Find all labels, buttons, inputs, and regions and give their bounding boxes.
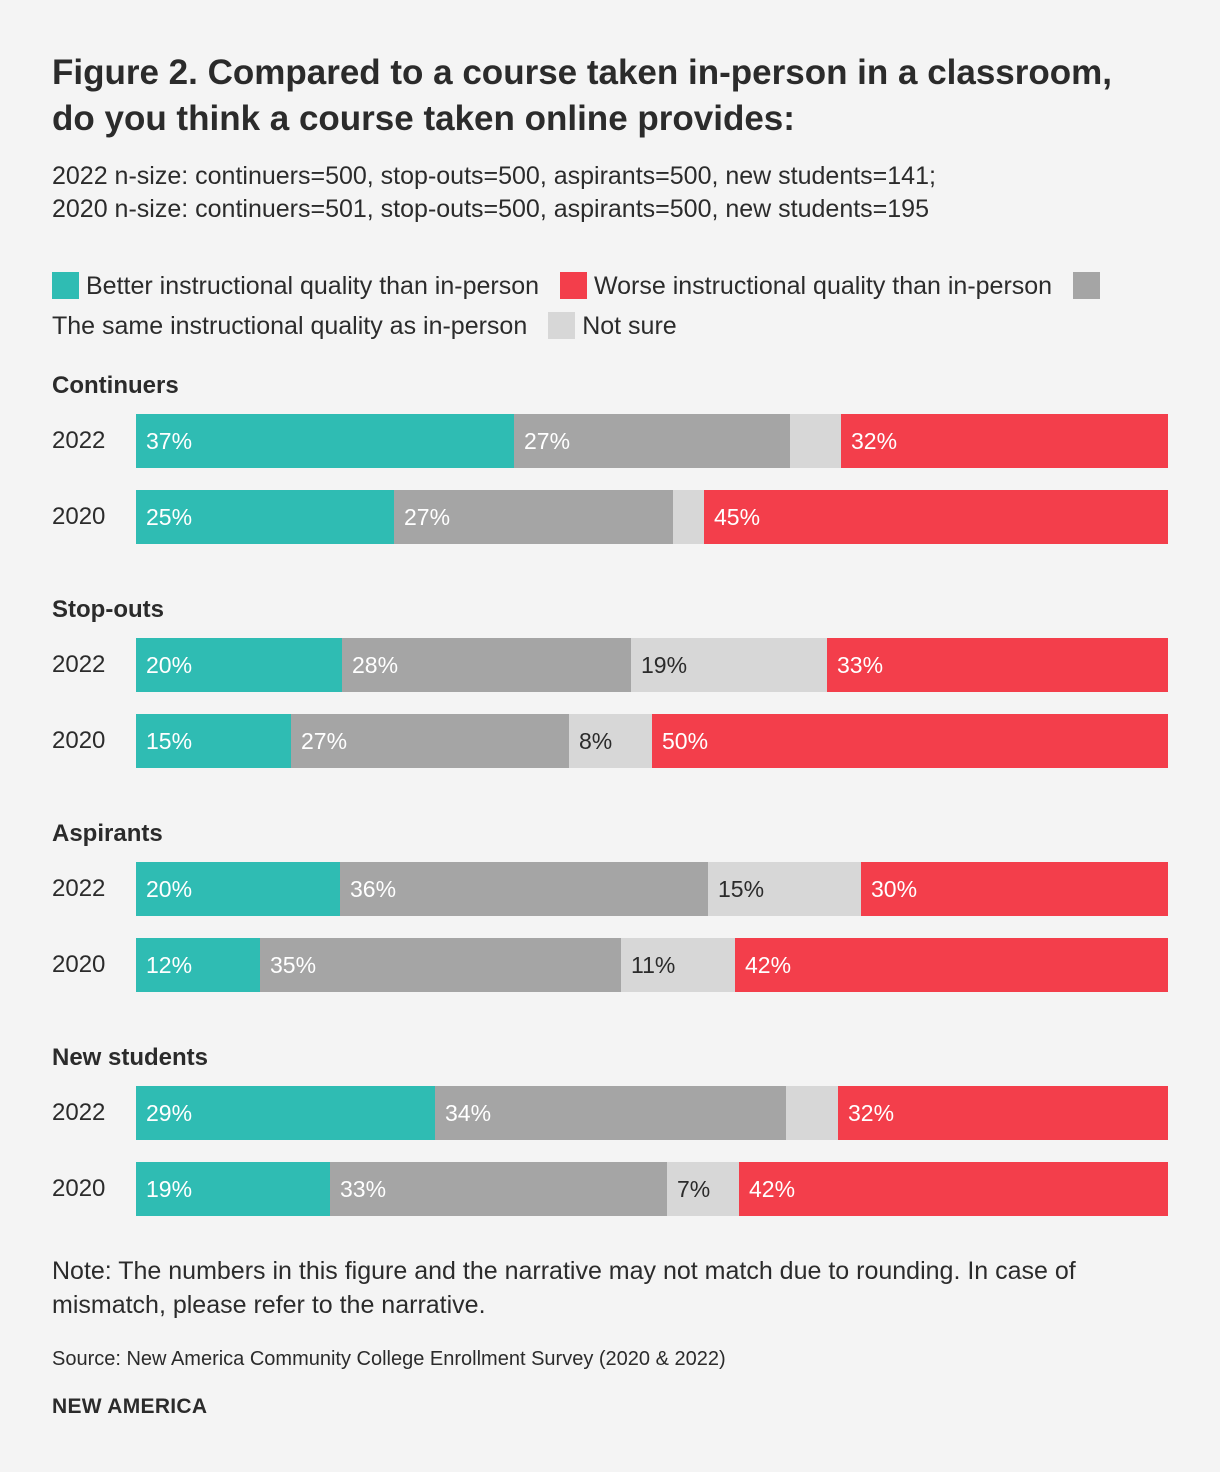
bar-segment-not-sure: 19% (631, 638, 827, 692)
legend-label-same: The same instructional quality as in-per… (52, 312, 528, 340)
bar-stop-outs-2022: 20% 28% 19% 33% (136, 638, 1168, 692)
year-label-stop-outs-2020: 2020 (52, 727, 106, 754)
legend-item-worse: Worse instructional quality than in-pers… (559, 272, 1053, 300)
bar-segment-not-sure (673, 490, 704, 544)
bar-segment-same: 28% (342, 638, 631, 692)
bar-segment-worse: 45% (704, 490, 1168, 544)
bar-segment-worse: 32% (838, 1086, 1168, 1140)
bar-new-students-2022: 29% 34% 32% (136, 1086, 1168, 1140)
bar-stop-outs-2020: 15% 27% 8% 50% (136, 714, 1168, 768)
bar-segment-same: 33% (330, 1162, 667, 1216)
legend-label-not-sure: Not sure (582, 312, 677, 340)
chart-subtitle: 2022 n-size: continuers=500, stop-outs=5… (52, 160, 1172, 226)
group-title-stop-outs: Stop-outs (52, 596, 164, 623)
bar-segment-better: 20% (136, 638, 342, 692)
year-label-continuers-2020: 2020 (52, 503, 106, 530)
subtitle-line-2022: 2022 n-size: continuers=500, stop-outs=5… (52, 162, 936, 190)
group-title-continuers: Continuers (52, 372, 179, 399)
bar-segment-not-sure: 7% (667, 1162, 739, 1216)
legend-item-same: The same instructional quality as in-per… (52, 272, 1107, 340)
bar-segment-not-sure (786, 1086, 838, 1140)
bar-segment-same: 35% (260, 938, 621, 992)
legend-swatch-worse (559, 272, 587, 299)
bar-segment-worse: 42% (739, 1162, 1168, 1216)
legend-item-better: Better instructional quality than in-per… (52, 272, 539, 300)
bar-segment-better: 37% (136, 414, 514, 468)
legend: Better instructional quality than in-per… (52, 266, 1142, 346)
bar-segment-same: 34% (435, 1086, 786, 1140)
bar-segment-better: 12% (136, 938, 260, 992)
bar-aspirants-2022: 20% 36% 15% 30% (136, 862, 1168, 916)
group-title-aspirants: Aspirants (52, 820, 163, 847)
chart-source: Source: New America Community College En… (52, 1348, 726, 1370)
legend-swatch-same (1073, 272, 1101, 299)
chart-title: Figure 2. Compared to a course taken in-… (52, 53, 1112, 138)
year-label-continuers-2022: 2022 (52, 427, 106, 454)
bar-segment-better: 15% (136, 714, 291, 768)
brand-wordmark: NEW AMERICA (52, 1395, 208, 1418)
bar-continuers-2020: 25% 27% 45% (136, 490, 1168, 544)
bar-continuers-2022: 37% 27% 32% (136, 414, 1168, 468)
legend-label-better: Better instructional quality than in-per… (86, 272, 540, 300)
legend-swatch-better (52, 272, 79, 299)
year-label-new-students-2022: 2022 (52, 1099, 106, 1126)
bar-segment-better: 19% (136, 1162, 330, 1216)
bar-segment-better: 29% (136, 1086, 435, 1140)
legend-label-worse: Worse instructional quality than in-pers… (593, 272, 1053, 300)
bar-segment-same: 27% (291, 714, 569, 768)
bar-segment-not-sure (790, 414, 841, 468)
bar-segment-same: 27% (394, 490, 673, 544)
year-label-new-students-2020: 2020 (52, 1175, 106, 1202)
chart-note: Note: The numbers in this figure and the… (52, 1257, 1076, 1319)
year-label-aspirants-2020: 2020 (52, 951, 106, 978)
bar-segment-not-sure: 8% (569, 714, 652, 768)
bar-segment-worse: 30% (861, 862, 1168, 916)
bar-segment-not-sure: 11% (621, 938, 735, 992)
bar-segment-worse: 33% (827, 638, 1168, 692)
bar-segment-worse: 42% (735, 938, 1168, 992)
year-label-aspirants-2022: 2022 (52, 875, 106, 902)
legend-item-not-sure: Not sure (548, 312, 677, 340)
bar-new-students-2020: 19% 33% 7% 42% (136, 1162, 1168, 1216)
bar-segment-same: 27% (514, 414, 790, 468)
year-label-stop-outs-2022: 2022 (52, 651, 106, 678)
bar-segment-not-sure: 15% (708, 862, 861, 916)
bar-segment-worse: 50% (652, 714, 1168, 768)
subtitle-line-2020: 2020 n-size: continuers=501, stop-outs=5… (52, 195, 929, 223)
bar-aspirants-2020: 12% 35% 11% 42% (136, 938, 1168, 992)
bar-segment-better: 20% (136, 862, 340, 916)
bar-segment-better: 25% (136, 490, 394, 544)
bar-segment-worse: 32% (841, 414, 1168, 468)
group-title-new-students: New students (52, 1044, 209, 1071)
bar-segment-same: 36% (340, 862, 708, 916)
legend-swatch-not-sure (548, 312, 576, 339)
